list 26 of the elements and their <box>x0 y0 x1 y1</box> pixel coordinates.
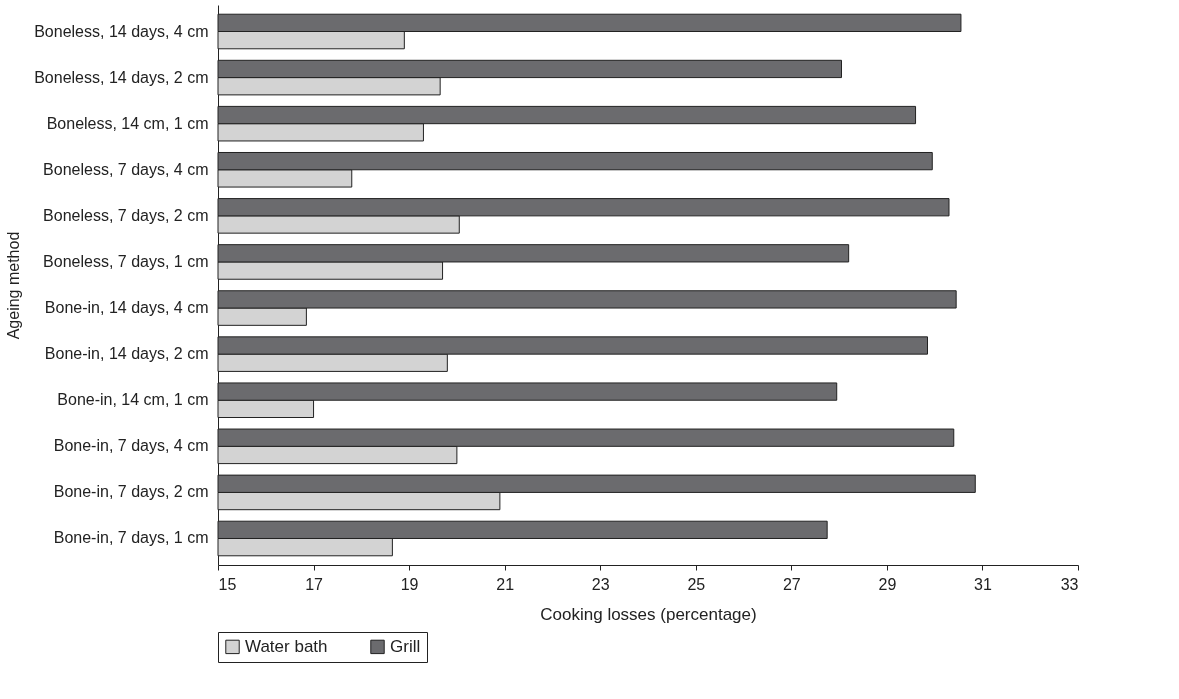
legend-label: Water bath <box>245 636 328 656</box>
x-tick-label: 25 <box>687 575 706 593</box>
y-tick-label: Bone-in, 14 cm, 1 cm <box>57 391 209 409</box>
y-tick-label: Boneless, 14 days, 2 cm <box>34 68 209 86</box>
y-tick-label: Boneless, 7 days, 2 cm <box>43 206 209 224</box>
x-tick-label: 15 <box>218 575 237 593</box>
y-tick-label: Boneless, 7 days, 4 cm <box>43 160 209 178</box>
x-tick-label: 29 <box>878 575 897 593</box>
y-tick-label: Bone-in, 7 days, 1 cm <box>53 529 209 547</box>
legend-label: Grill <box>390 636 421 656</box>
y-tick-label: Bone-in, 7 days, 4 cm <box>53 437 209 455</box>
x-tick-label: 27 <box>782 575 801 593</box>
x-tick-label: 33 <box>1060 575 1079 593</box>
y-tick-label: Bone-in, 7 days, 2 cm <box>53 483 209 501</box>
x-tick-label: 21 <box>496 575 515 593</box>
x-axis-title: Cooking losses (percentage) <box>540 604 757 624</box>
y-axis-title: Ageing method <box>5 231 23 340</box>
x-tick-label: 17 <box>305 575 324 593</box>
y-tick-label: Bone-in, 14 days, 2 cm <box>44 345 209 363</box>
x-tick-label: 19 <box>400 575 419 593</box>
y-tick-label: Bone-in, 14 days, 4 cm <box>44 299 209 317</box>
x-tick-label: 31 <box>974 575 992 593</box>
x-tick-label: 23 <box>591 575 610 593</box>
y-tick-label: Boneless, 14 cm, 1 cm <box>46 114 209 132</box>
y-tick-label: Boneless, 14 days, 4 cm <box>34 22 209 40</box>
y-tick-label: Boneless, 7 days, 1 cm <box>43 252 209 270</box>
